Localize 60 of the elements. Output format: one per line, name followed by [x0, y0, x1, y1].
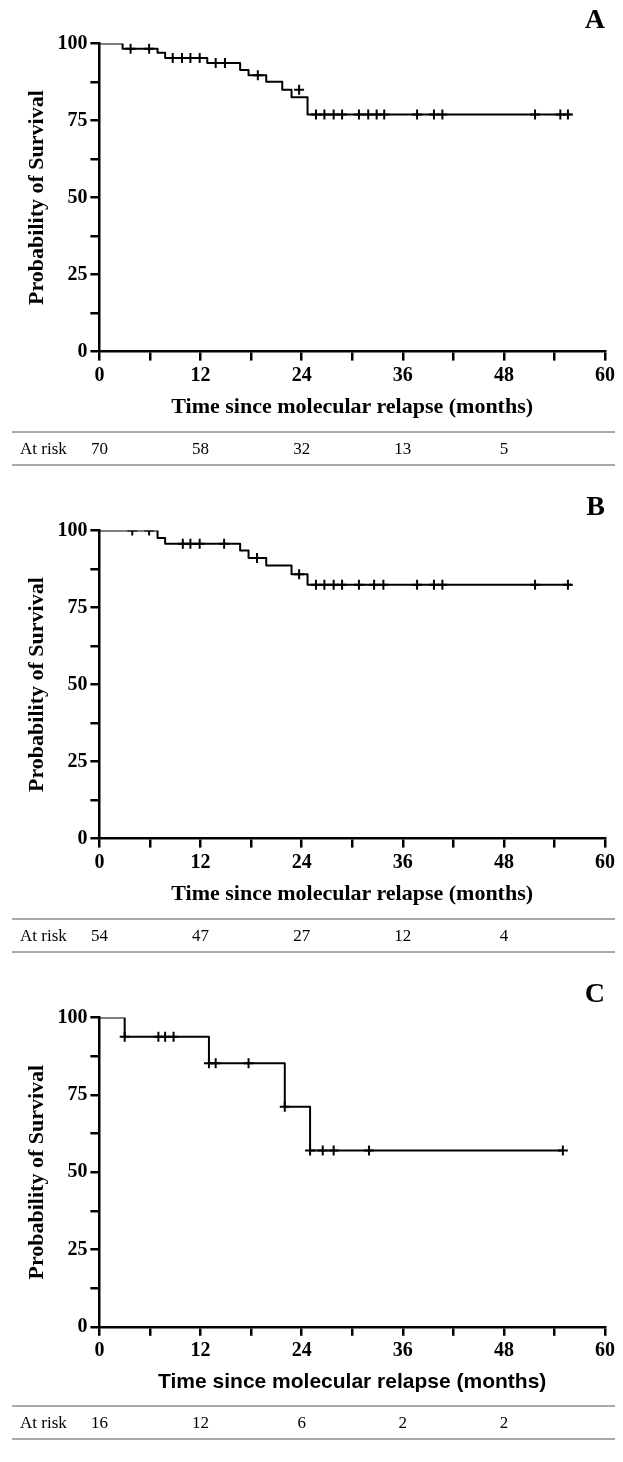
text: At risk [20, 1413, 68, 1433]
y-tick-label: 25 [67, 748, 88, 771]
chart-title: A [584, 3, 606, 35]
x-tick-label: 12 [190, 362, 211, 385]
y-tick-label: 25 [67, 261, 88, 284]
text: 58 [192, 439, 210, 459]
text: 13 [394, 439, 412, 459]
y-tick-label: 50 [67, 184, 88, 207]
text: 12 [192, 1413, 210, 1433]
y-tick-label: 100 [57, 517, 88, 540]
text: 70 [90, 439, 108, 459]
x-tick-label: 60 [595, 1337, 615, 1360]
x-axis-title: Time since molecular relapse (months) [171, 393, 534, 419]
x-axis-title: Time since molecular relapse (months) [158, 1369, 547, 1393]
x-tick-label: 60 [595, 362, 615, 385]
x-axis-title: Time since molecular relapse (months) [171, 880, 534, 906]
text: 54 [90, 926, 109, 946]
y-tick-label: 50 [67, 1159, 88, 1182]
chart-title: B [586, 490, 605, 522]
y-axis-title: Probability of Survival [22, 90, 48, 305]
x-tick-label: 0 [94, 849, 105, 872]
y-tick-label: 0 [77, 825, 88, 848]
y-tick-label: 100 [57, 1004, 88, 1027]
text: 12 [394, 926, 412, 946]
text: 16 [90, 1413, 108, 1433]
text: 32 [293, 439, 311, 459]
y-tick-label: 75 [67, 1082, 88, 1105]
text: 27 [293, 926, 311, 946]
text: At risk [20, 439, 68, 459]
x-tick-label: 36 [392, 362, 413, 385]
text: 6 [297, 1413, 306, 1433]
text: 4 [499, 926, 509, 946]
x-tick-label: 48 [493, 1337, 514, 1360]
y-tick-label: 0 [77, 1313, 88, 1336]
x-tick-label: 0 [94, 362, 105, 385]
x-tick-label: 24 [291, 362, 312, 385]
x-tick-label: 12 [190, 1337, 211, 1360]
x-tick-label: 48 [493, 362, 514, 385]
text: 2 [398, 1413, 408, 1433]
y-axis-title: Probability of Survival [22, 1064, 48, 1280]
text: At risk [20, 926, 68, 946]
chart-title: C [584, 977, 605, 1009]
x-tick-label: 12 [190, 849, 211, 872]
x-tick-label: 24 [291, 849, 312, 872]
y-tick-label: 100 [57, 30, 88, 53]
text: 5 [499, 439, 509, 459]
y-tick-label: 25 [67, 1236, 88, 1259]
x-tick-label: 60 [595, 849, 615, 872]
y-axis-title: Probability of Survival [22, 577, 48, 792]
x-tick-label: 48 [493, 849, 514, 872]
y-tick-label: 75 [67, 594, 88, 617]
y-tick-label: 50 [67, 671, 88, 694]
text: 47 [192, 926, 210, 946]
x-tick-label: 24 [291, 1337, 312, 1360]
x-tick-label: 0 [94, 1337, 105, 1360]
y-tick-label: 75 [67, 107, 88, 130]
text: 2 [499, 1413, 509, 1433]
x-tick-label: 36 [392, 849, 413, 872]
y-tick-label: 0 [77, 338, 88, 361]
x-tick-label: 36 [392, 1337, 413, 1360]
